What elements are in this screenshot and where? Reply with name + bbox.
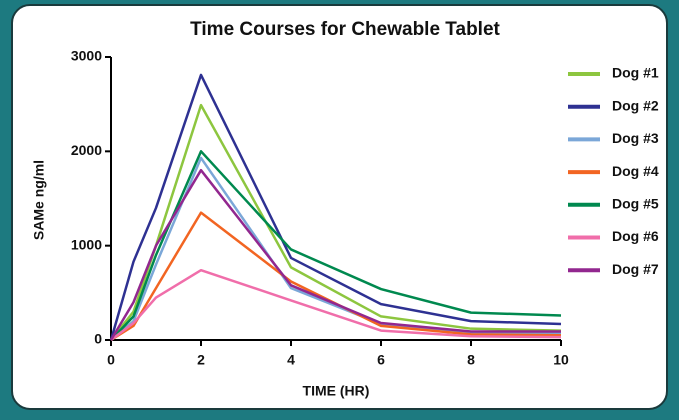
legend-label: Dog #7 — [612, 261, 659, 277]
series-line — [109, 73, 562, 341]
y-tick-label: 2000 — [71, 142, 102, 158]
series-line — [110, 150, 562, 341]
legend-label: Dog #2 — [612, 97, 659, 113]
chart-title: Time Courses for Chewable Tablet — [190, 19, 500, 40]
y-tick-label: 0 — [94, 331, 102, 347]
x-tick-label: 6 — [377, 352, 385, 368]
legend-label: Dog #6 — [612, 228, 659, 244]
series-line — [110, 103, 562, 341]
legend-label: Dog #5 — [612, 196, 659, 212]
y-tick-label: 3000 — [71, 48, 102, 64]
x-axis-label: TIME (HR) — [303, 383, 370, 399]
series-line — [109, 168, 561, 341]
x-tick-label: 8 — [467, 352, 475, 368]
legend-label: Dog #1 — [612, 65, 659, 81]
legend-label: Dog #3 — [612, 130, 659, 146]
x-tick-label: 2 — [197, 352, 205, 368]
card — [11, 4, 668, 410]
x-tick-label: 0 — [107, 352, 115, 368]
x-tick-label: 10 — [553, 352, 569, 368]
y-tick-label: 1000 — [71, 236, 102, 252]
x-tick-label: 4 — [287, 352, 295, 368]
y-axis-label: SAMe ng/ml — [31, 160, 47, 240]
legend-label: Dog #4 — [612, 163, 659, 179]
series-line — [110, 268, 562, 341]
